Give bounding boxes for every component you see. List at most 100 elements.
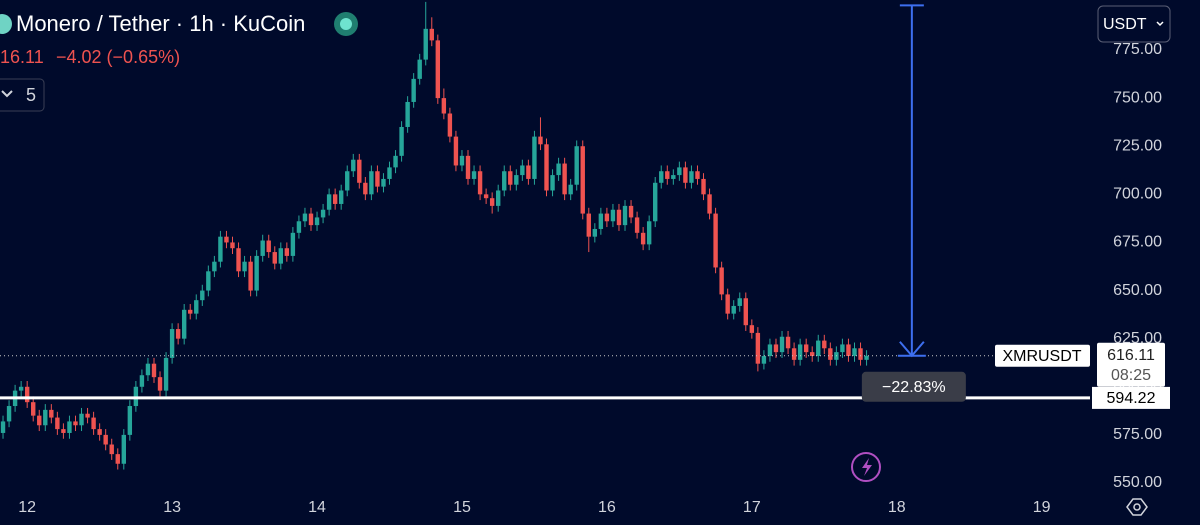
candle-body (175, 329, 181, 339)
x-tick-label: 19 (1033, 499, 1051, 516)
candle-body (314, 217, 320, 226)
candle-body (399, 126, 404, 156)
candle-body (320, 209, 326, 218)
candle-body (278, 248, 284, 264)
price-label: 616.11 (1107, 347, 1155, 364)
candle-body (296, 221, 302, 233)
candle-body (495, 190, 501, 206)
candle-body (846, 344, 851, 356)
candle-body (109, 444, 114, 455)
candle-body (797, 344, 803, 360)
y-tick-label: 575.00 (1113, 426, 1162, 443)
candle-body (520, 165, 525, 176)
candle-body (381, 178, 386, 187)
measure-arrow (899, 341, 925, 358)
candle-body (483, 194, 489, 199)
candle-body (393, 155, 398, 168)
candle-body (604, 213, 610, 222)
candle-body (194, 300, 199, 314)
candle-body (453, 136, 459, 166)
candle-body (351, 159, 356, 172)
y-tick-label: 700.00 (1113, 186, 1162, 203)
candle-body (538, 136, 543, 145)
x-tick-label: 12 (18, 499, 36, 516)
candle-body (550, 175, 555, 191)
candle-body (139, 375, 145, 387)
candle-body (646, 221, 652, 245)
candle-body (840, 344, 845, 353)
candle-body (121, 434, 126, 464)
candle-body (858, 348, 863, 360)
candle-body (640, 232, 646, 245)
candle-body (290, 232, 296, 256)
candle-body (508, 171, 513, 185)
candle-body (447, 113, 453, 137)
x-tick-label: 18 (888, 499, 906, 516)
chevron (1, 90, 13, 98)
candle-body (284, 248, 290, 256)
x-tick-label: 15 (453, 499, 471, 516)
candle-body (423, 28, 428, 60)
candle-body (163, 357, 169, 391)
candle-body (302, 213, 308, 222)
candle-body (761, 355, 767, 364)
lightning-icon[interactable] (851, 452, 881, 482)
candle-body (737, 298, 742, 306)
candle-body (411, 78, 416, 102)
candle-body (677, 167, 682, 176)
candle-body (864, 355, 869, 360)
candle-body (580, 146, 585, 214)
y-tick-label: 725.00 (1113, 137, 1162, 154)
candle-body (67, 421, 72, 433)
candle-body (477, 171, 483, 195)
candle-body (24, 386, 30, 403)
candle-body (441, 98, 447, 114)
candle-body (248, 261, 253, 291)
candle-body (18, 386, 24, 391)
candle-body (242, 261, 247, 272)
candle-body (308, 213, 314, 226)
candle-body (357, 159, 362, 183)
candle-body (417, 59, 422, 79)
candle-body (369, 171, 374, 195)
candle-body (586, 213, 591, 237)
candle-body (785, 336, 791, 349)
candle-body (6, 406, 12, 422)
title: Monero / Tether · 1h · KuCoin (16, 11, 305, 36)
candle-body (338, 190, 344, 204)
currency-button[interactable] (1097, 5, 1171, 43)
candle-body (266, 240, 271, 253)
header-change: −4.02 (−0.65%) (56, 47, 180, 67)
candle-body (103, 434, 108, 445)
candle-body (157, 377, 163, 391)
candle-body (345, 171, 350, 191)
candle-body (332, 194, 338, 204)
candle-body (181, 309, 187, 339)
settings-icon[interactable] (1126, 498, 1148, 516)
indicator-box[interactable] (0, 78, 45, 112)
candle-body (828, 348, 833, 360)
symbol-label: XMRUSDT (1002, 348, 1081, 365)
candle-body (429, 28, 434, 41)
candle-body (659, 171, 664, 183)
x-tick-label: 14 (308, 499, 326, 516)
candle-body (653, 182, 658, 222)
candle-body (236, 248, 241, 272)
candle-body (326, 194, 332, 210)
level-box (1092, 386, 1170, 409)
status-dot (340, 18, 352, 30)
candle-body (133, 386, 139, 407)
candle-body (502, 171, 507, 191)
measure-box (861, 371, 966, 402)
candle-body (188, 309, 193, 314)
candle-body (725, 294, 730, 314)
candle-body (622, 205, 628, 226)
candle-body (562, 163, 567, 195)
y-tick-label: 750.00 (1113, 89, 1162, 106)
currency-label: USDT (1103, 16, 1147, 33)
candle-body (61, 429, 66, 433)
candle-body (405, 101, 410, 127)
candle-body (151, 363, 157, 378)
candle-body (230, 242, 235, 249)
candle-body (767, 344, 773, 356)
